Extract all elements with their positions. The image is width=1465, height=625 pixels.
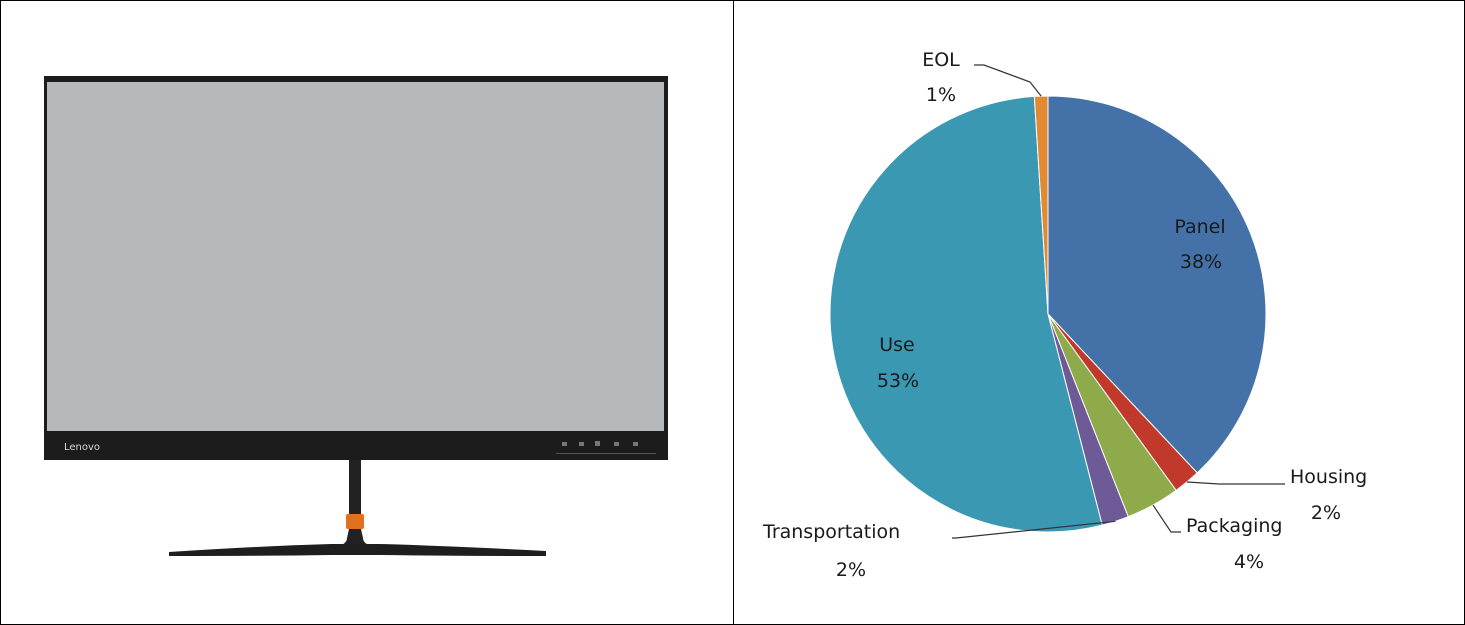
stand-base [169, 544, 546, 556]
label-use-name: Use [879, 334, 915, 356]
pie-slice-eol [1033, 95, 1049, 315]
label-housing-name: Housing [1290, 466, 1367, 488]
monitor-screen [47, 82, 664, 431]
monitor-control-buttons [556, 441, 656, 454]
label-panel-name: Panel [1174, 216, 1225, 238]
leader-line-housing [1186, 481, 1285, 485]
label-eol-name: EOL [922, 49, 960, 71]
label-transportation-value: 2% [836, 559, 866, 581]
stand-lower-neck [329, 529, 381, 548]
pie-chart: Panel 38% Housing 2% Packaging 4% Transp… [762, 49, 1367, 581]
pie-chart-cell: Panel 38% Housing 2% Packaging 4% Transp… [734, 0, 1464, 625]
product-image-cell: Lenovo [1, 0, 733, 625]
monitor-illustration: Lenovo [44, 76, 668, 556]
label-packaging-name: Packaging [1186, 515, 1282, 537]
label-housing-value: 2% [1311, 502, 1341, 524]
label-eol-value: 1% [926, 84, 956, 106]
leader-lines [952, 64, 1285, 539]
table-divider [733, 0, 734, 625]
brand-logo: Lenovo [64, 442, 100, 453]
leader-line-eol [974, 64, 1042, 97]
pie-slice-use [829, 95, 1103, 533]
leader-line-packaging [1152, 504, 1181, 533]
label-use-value: 53% [877, 370, 919, 392]
leader-line-transportation [952, 520, 1116, 539]
label-transportation-name: Transportation [762, 521, 900, 543]
pie-slices [829, 95, 1267, 533]
stand-accent [346, 514, 364, 529]
stand-neck [349, 460, 361, 516]
label-packaging-value: 4% [1234, 551, 1264, 573]
pie-slice-panel [1047, 95, 1267, 474]
label-panel-value: 38% [1180, 251, 1222, 273]
